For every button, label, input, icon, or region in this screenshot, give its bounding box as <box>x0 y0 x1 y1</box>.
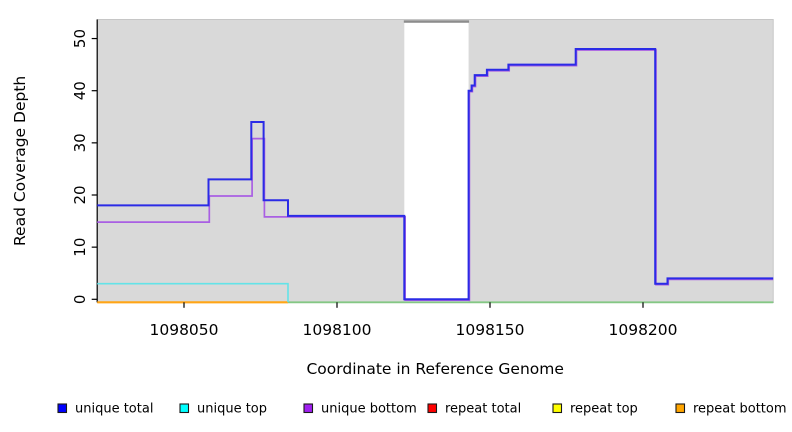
coverage-gap-region <box>404 22 469 302</box>
series-line-unique-total <box>97 48 774 301</box>
y-tick-label: 40 <box>71 81 89 100</box>
legend-swatch-unique-total <box>57 403 68 414</box>
legend-label-repeat-top: repeat top <box>570 402 638 417</box>
x-tick-label: 1098050 <box>149 321 218 339</box>
legend-label-repeat-total: repeat total <box>445 402 521 417</box>
legend-swatch-unique-bottom <box>303 403 314 414</box>
x-tick-label: 1098200 <box>608 321 677 339</box>
x-tick-label: 1098150 <box>455 321 524 339</box>
legend-label-repeat-bottom: repeat bottom <box>693 402 787 417</box>
y-tick-label: 20 <box>71 185 89 204</box>
y-tick-label: 30 <box>71 133 89 152</box>
legend-label-unique-bottom: unique bottom <box>321 402 417 417</box>
legend-label-unique-total: unique total <box>75 402 153 417</box>
y-tick-label: 10 <box>71 238 89 257</box>
y-tick-label: 0 <box>71 295 89 305</box>
series-line-unique-top <box>97 282 289 303</box>
legend-swatch-repeat-total <box>427 403 438 414</box>
legend-swatch-repeat-bottom <box>675 403 686 414</box>
x-tick-label: 1098100 <box>302 321 371 339</box>
legend-swatch-repeat-top <box>552 403 563 414</box>
legend-label-unique-top: unique top <box>197 402 267 417</box>
x-axis-title: Coordinate in Reference Genome <box>306 360 563 378</box>
legend-swatch-unique-top <box>179 403 190 414</box>
y-tick-label: 50 <box>71 29 89 48</box>
y-axis-title: Read Coverage Depth <box>11 76 29 246</box>
series-lines-group <box>97 48 774 304</box>
